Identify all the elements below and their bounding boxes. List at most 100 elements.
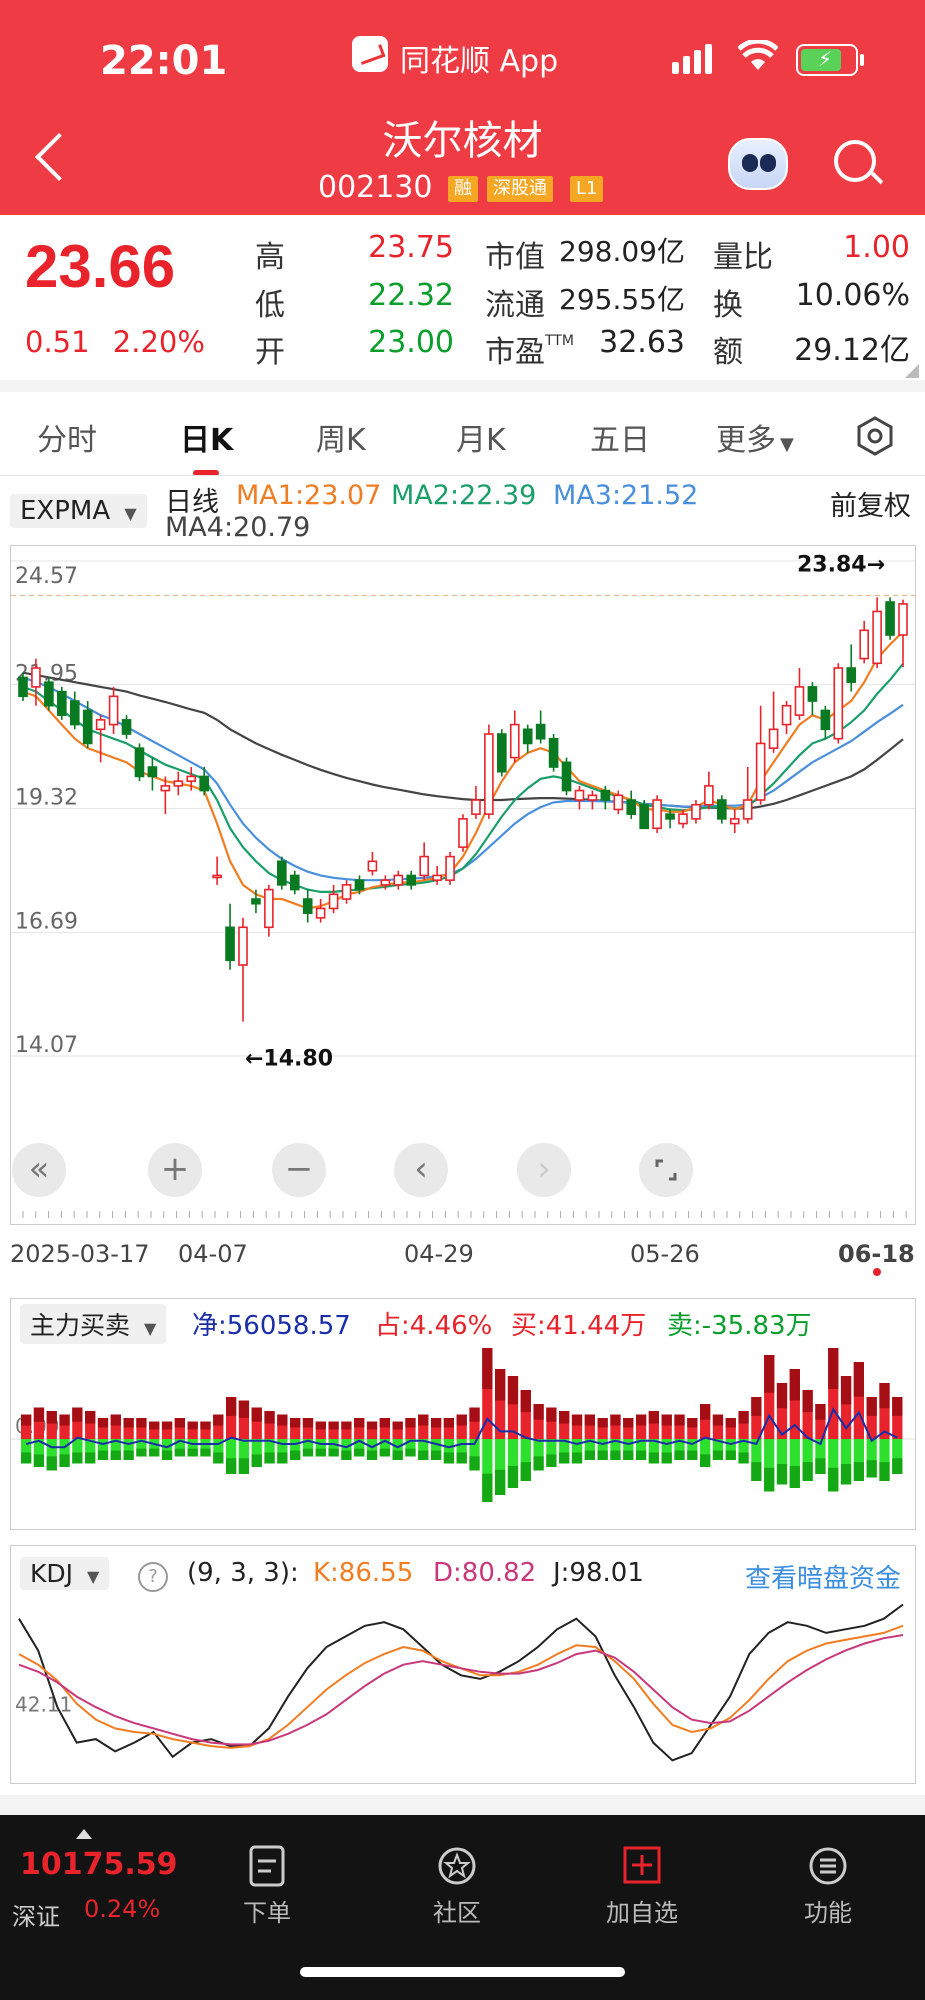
flow-buy-bar-strong (764, 1355, 775, 1393)
chevron-down-icon: ▼ (143, 1319, 157, 1338)
flow-sell-bar (315, 1439, 326, 1457)
candle-up (613, 794, 624, 811)
kdj-dropdown[interactable]: KDJ ▼ (20, 1557, 110, 1590)
scroll-left-button[interactable]: ‹ (394, 1143, 448, 1197)
candle-down (522, 728, 533, 745)
nav-order[interactable]: 下单 (207, 1845, 327, 1928)
flow-buy-bar-strong (776, 1383, 788, 1409)
candle-down (561, 761, 572, 792)
indicator-dropdown[interactable]: EXPMA ▼ (10, 494, 147, 528)
candle-up (859, 629, 869, 660)
tab-more[interactable]: 更多 ▼ (716, 415, 794, 459)
zoom-out-button[interactable]: − (272, 1143, 326, 1197)
flow-buy-bar-strong (238, 1400, 250, 1418)
mktcap-value: 298.09亿 (559, 235, 685, 268)
candle-down (406, 874, 417, 886)
flow-buy-bar-strong (225, 1397, 237, 1416)
nav-functions[interactable]: 功能 (768, 1845, 888, 1928)
zoom-out-far-button[interactable]: « (12, 1143, 66, 1197)
flow-buy-bar-strong (354, 1418, 365, 1428)
flow-buy-bar-strong (59, 1414, 70, 1426)
flow-sell-bar (571, 1439, 583, 1464)
flow-buy-bar (866, 1397, 877, 1439)
flow-sell-bar-strong (802, 1462, 813, 1481)
flow-buy-bar (456, 1414, 467, 1439)
index-up-arrow-icon (76, 1829, 92, 1839)
fullscreen-button[interactable] (639, 1143, 693, 1197)
flow-sell-bar (72, 1439, 83, 1464)
nav-add-watchlist-label: 加自选 (606, 1899, 678, 1927)
flow-buy-bar-strong (149, 1421, 160, 1430)
kline-chart-area[interactable]: 24.57 21.95 19.32 16.69 14.07 23.84→ ←14.80 (10, 545, 916, 1225)
home-indicator (300, 1967, 625, 1977)
flow-buy-bar-strong (366, 1421, 378, 1430)
flow-buy-bar (213, 1414, 224, 1439)
flow-sell-bar-strong (290, 1450, 301, 1460)
flow-buy-bar (251, 1407, 262, 1439)
flow-buy-bar (584, 1414, 595, 1439)
change-value: 0.51 (25, 325, 90, 359)
flow-sell-bar (828, 1439, 839, 1492)
candle-up (432, 874, 442, 881)
flow-sell-bar-strong (341, 1450, 352, 1460)
tab-five-day[interactable]: 五日 (590, 423, 650, 458)
flow-sell-bar (392, 1439, 403, 1460)
expand-corner-icon[interactable] (905, 364, 919, 378)
kdj-panel[interactable]: 42.11 (10, 1545, 916, 1784)
candle-up (315, 907, 326, 919)
flow-sell-bar-strong (597, 1450, 608, 1460)
adjust-mode[interactable]: 前复权 (830, 491, 911, 522)
flow-sell-bar (802, 1439, 813, 1481)
high-marker: 23.84→ (797, 552, 885, 577)
flow-sell-bar-strong (764, 1467, 775, 1492)
flow-buy-bar-strong (482, 1348, 493, 1389)
money-flow-panel[interactable]: 0.00 (10, 1298, 916, 1530)
flow-sell-bar (687, 1439, 698, 1460)
index-pct: 0.24% (84, 1895, 161, 1923)
assistant-robot-icon[interactable] (728, 138, 788, 190)
flow-buy-bar-strong (392, 1421, 403, 1430)
dark-pool-link[interactable]: 查看暗盘资金 (745, 1564, 902, 1594)
flow-buy-bar (187, 1421, 198, 1439)
flow-buy-bar (123, 1418, 134, 1439)
flow-buy-bar-strong (443, 1418, 455, 1428)
flow-sell-bar (725, 1439, 736, 1460)
tab-weekly-k[interactable]: 周K (316, 423, 366, 458)
margin-tag: 融 (448, 176, 478, 202)
flow-sell-bar-strong (213, 1452, 224, 1464)
nav-add-watchlist[interactable]: 加自选 (582, 1845, 702, 1928)
flow-sell-bar-strong (635, 1450, 647, 1460)
tab-intraday[interactable]: 分时 (37, 423, 97, 458)
float-label: 流通 (485, 288, 545, 323)
flow-sell-bar (840, 1439, 852, 1485)
flow-buy-bar-strong (507, 1376, 519, 1405)
nav-community[interactable]: 社区 (397, 1845, 517, 1928)
flow-sell-bar-strong (302, 1448, 314, 1457)
flow-sell-bar (85, 1439, 96, 1464)
flow-buy-bar (405, 1418, 416, 1439)
flow-buy-bar (200, 1421, 211, 1439)
help-icon[interactable]: ? (138, 1562, 168, 1592)
flow-buy-bar-strong (379, 1418, 390, 1428)
scroll-right-button[interactable]: › (517, 1143, 571, 1197)
flow-sell-bar (853, 1439, 865, 1481)
flow-share: 占:4.46% (375, 1311, 493, 1341)
stock-code: 002130 (318, 170, 433, 205)
candle-up (872, 610, 882, 665)
flow-sell-bar (520, 1439, 531, 1481)
flow-sell-bar (661, 1439, 672, 1464)
index-value[interactable]: 10175.59 (20, 1847, 178, 1882)
tab-monthly-k[interactable]: 月K (456, 423, 506, 458)
flow-sell-bar-strong (277, 1452, 288, 1464)
tab-daily-k[interactable]: 日K (180, 423, 234, 458)
zoom-in-button[interactable]: + (148, 1143, 202, 1197)
flow-dropdown[interactable]: 主力买卖 ▼ (20, 1304, 167, 1344)
settings-hexagon-icon[interactable] (855, 416, 893, 456)
flow-sell-bar (789, 1439, 800, 1488)
candle-down (82, 709, 93, 745)
stock-name: 沃尔核材 (382, 118, 543, 164)
flow-buy-bar-strong (290, 1418, 301, 1428)
search-icon[interactable] (834, 140, 876, 182)
y-tick-label: 16.69 (15, 909, 78, 934)
app-header: 22:01 同花顺 App ⚡ 沃尔核材 002130 融 深股通 L1 (0, 0, 925, 215)
